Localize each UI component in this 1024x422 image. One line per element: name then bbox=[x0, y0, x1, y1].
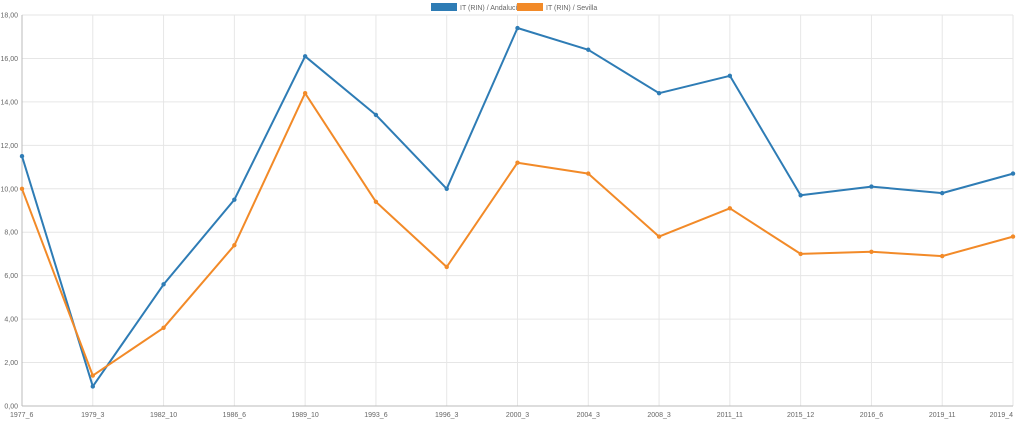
data-point-series-1[interactable] bbox=[1010, 234, 1016, 239]
y-tick-label: 2,00 bbox=[4, 360, 18, 367]
data-point-series-0[interactable] bbox=[302, 54, 308, 59]
x-tick-label: 2019_4 bbox=[990, 412, 1013, 419]
x-tick-label: 2008_3 bbox=[647, 412, 670, 419]
y-tick-label: 14,00 bbox=[0, 99, 18, 106]
x-tick-label: 1993_6 bbox=[364, 412, 387, 419]
data-point-series-0[interactable] bbox=[586, 47, 591, 52]
data-point-series-1[interactable] bbox=[656, 234, 662, 239]
data-point-series-0[interactable] bbox=[19, 153, 25, 159]
data-point-series-1[interactable] bbox=[90, 373, 95, 378]
x-tick-label: 1996_3 bbox=[435, 412, 458, 419]
x-tick-label: 2016_6 bbox=[860, 412, 883, 419]
data-point-series-1[interactable] bbox=[19, 186, 25, 191]
series-lines bbox=[19, 25, 1016, 389]
y-tick-label: 0,00 bbox=[4, 404, 18, 411]
y-tick-label: 4,00 bbox=[4, 317, 18, 324]
grid-lines bbox=[21, 14, 1014, 407]
data-point-series-0[interactable] bbox=[90, 384, 95, 389]
data-point-series-1[interactable] bbox=[373, 199, 379, 205]
data-point-series-0[interactable] bbox=[232, 197, 237, 202]
data-point-series-0[interactable] bbox=[727, 73, 733, 79]
x-tick-label: 2000_3 bbox=[506, 412, 529, 419]
y-tick-label: 10,00 bbox=[0, 186, 18, 193]
legend-label-sevilla[interactable]: IT (RIN) / Sevilla bbox=[546, 5, 597, 12]
data-point-series-1[interactable] bbox=[798, 251, 803, 257]
x-tick-label: 2019_11 bbox=[929, 412, 956, 419]
x-tick-label: 2004_3 bbox=[577, 412, 600, 419]
data-point-series-0[interactable] bbox=[656, 91, 662, 96]
y-tick-label: 16,00 bbox=[0, 56, 18, 63]
data-point-series-0[interactable] bbox=[798, 193, 803, 198]
data-point-series-1[interactable] bbox=[444, 264, 449, 270]
data-point-series-0[interactable] bbox=[373, 112, 379, 118]
y-tick-label: 6,00 bbox=[4, 273, 18, 280]
data-point-series-0[interactable] bbox=[161, 282, 166, 287]
data-point-series-1[interactable] bbox=[586, 171, 591, 176]
legend-swatch-andalucia[interactable] bbox=[431, 3, 457, 11]
legend: IT (RIN) / Andalucía IT (RIN) / Sevilla bbox=[431, 3, 597, 12]
data-point-series-0[interactable] bbox=[940, 190, 945, 196]
legend-label-andalucia[interactable]: IT (RIN) / Andalucía bbox=[460, 5, 521, 12]
x-tick-label: 2011_11 bbox=[717, 412, 743, 419]
data-point-series-0[interactable] bbox=[869, 184, 874, 189]
y-tick-label: 18,00 bbox=[0, 13, 18, 20]
data-point-series-1[interactable] bbox=[232, 243, 237, 248]
x-tick-label: 1982_10 bbox=[150, 412, 177, 419]
y-tick-label: 8,00 bbox=[4, 230, 18, 237]
x-tick-label: 1989_10 bbox=[292, 412, 319, 419]
data-point-series-1[interactable] bbox=[161, 325, 166, 330]
data-point-series-0[interactable] bbox=[1010, 171, 1016, 176]
x-tick-label: 1986_6 bbox=[223, 412, 246, 419]
data-point-series-0[interactable] bbox=[444, 186, 449, 191]
data-point-series-0[interactable] bbox=[515, 25, 520, 31]
data-point-series-1[interactable] bbox=[302, 91, 308, 96]
data-point-series-1[interactable] bbox=[515, 160, 520, 165]
x-tick-label: 1979_3 bbox=[81, 412, 104, 419]
x-tick-label: 2015_12 bbox=[787, 412, 814, 419]
y-tick-label: 12,00 bbox=[0, 143, 18, 150]
data-point-series-1[interactable] bbox=[869, 249, 874, 254]
data-point-series-1[interactable] bbox=[940, 253, 945, 259]
legend-swatch-sevilla[interactable] bbox=[517, 3, 543, 11]
data-point-series-1[interactable] bbox=[727, 206, 733, 211]
x-tick-label: 1977_6 bbox=[10, 412, 33, 419]
axes: 0,00 2,00 4,00 6,00 8,00 10,00 12,00 14,00 16,00… bbox=[0, 13, 1013, 420]
